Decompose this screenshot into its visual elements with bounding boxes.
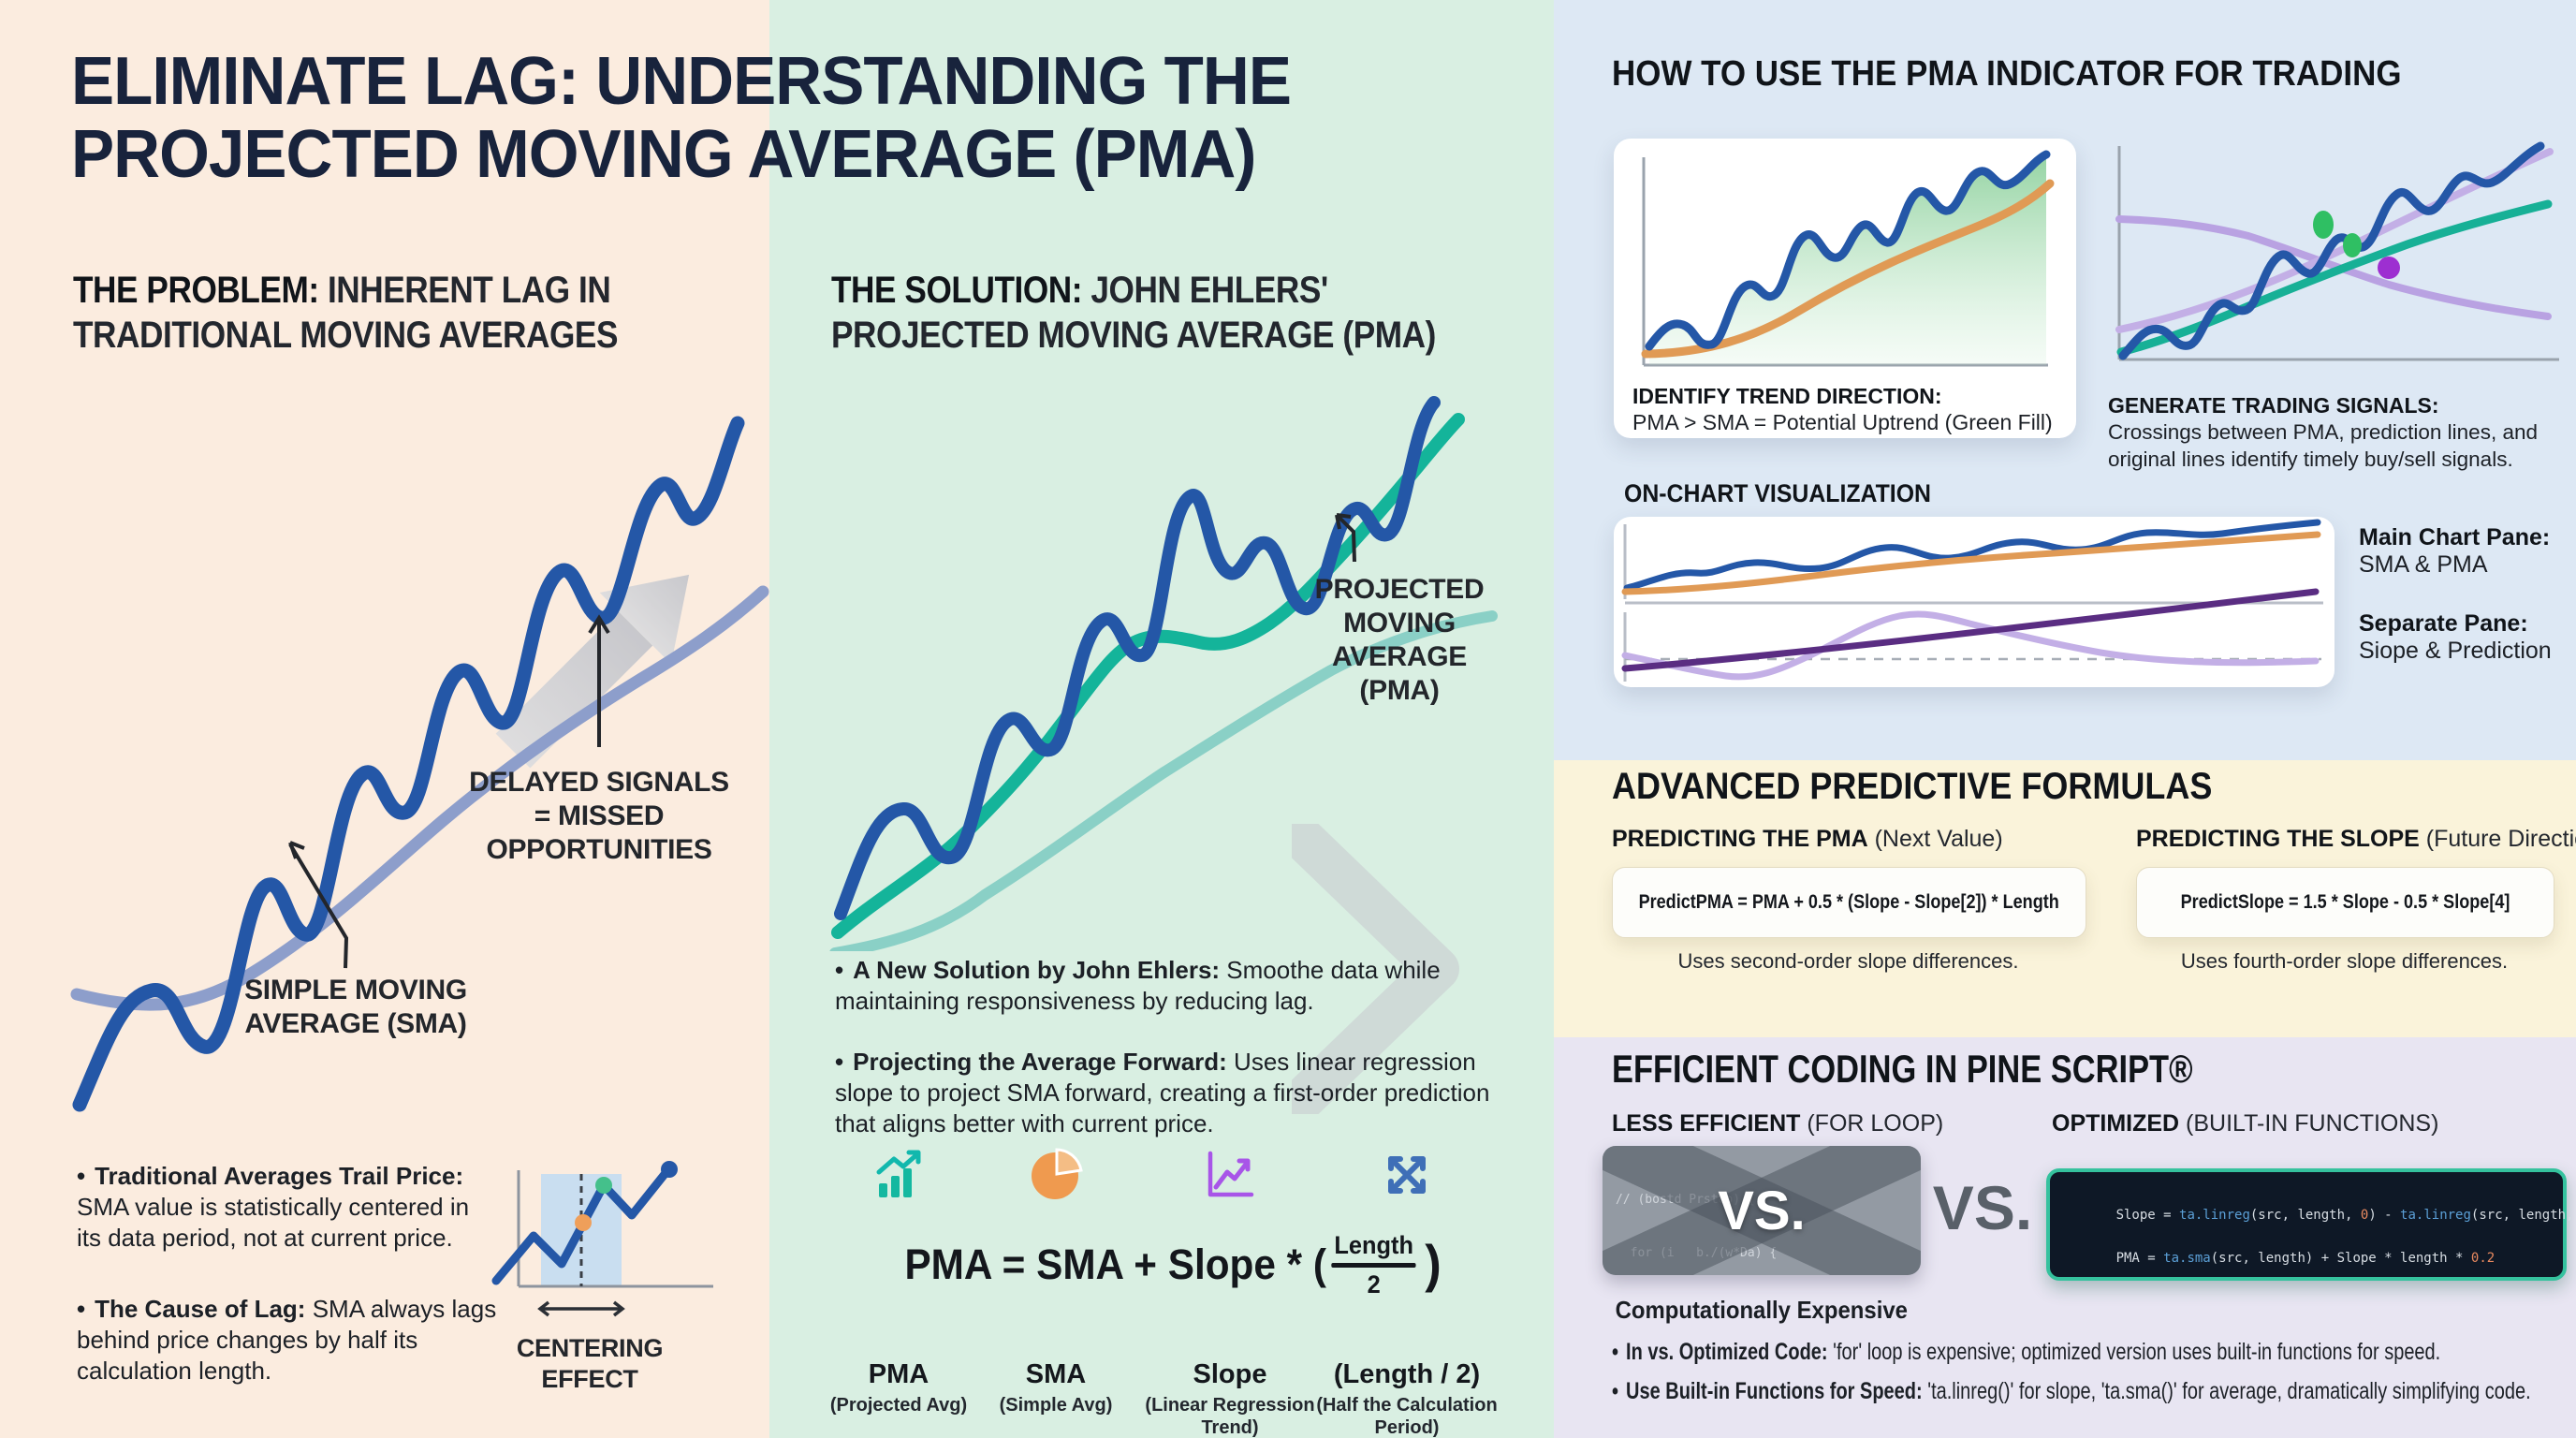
pie-chart-icon bbox=[1032, 1148, 1083, 1199]
bullet-dot: • bbox=[1612, 1378, 1619, 1404]
page-title-line2: PROJECTED MOVING AVERAGE (PMA) bbox=[71, 117, 1256, 192]
chevron-watermark bbox=[1292, 824, 1459, 1114]
sma-light-line bbox=[829, 610, 1498, 951]
centering-span-arrow bbox=[537, 1300, 625, 1317]
separate-pane-prediction bbox=[1621, 610, 2320, 681]
predict-slope-caption: Uses fourth-order slope differences. bbox=[2180, 949, 2509, 973]
pine-bullet-1: • In vs. Optimized Code: 'for' loop is ex… bbox=[1612, 1339, 2441, 1365]
sma-line bbox=[70, 585, 769, 1011]
predict-pma-caption: Uses second-order slope differences. bbox=[1677, 949, 2019, 973]
main-pane-label: Main Chart Pane: SMA & PMA bbox=[2359, 524, 2551, 578]
main-pane-sma bbox=[1621, 531, 2321, 595]
trend-direction-card: IDENTIFY TREND DIRECTION: PMA > SMA = Po… bbox=[1614, 139, 2076, 438]
onchart-panes bbox=[1621, 519, 2323, 682]
window-peak-dot bbox=[595, 1177, 612, 1194]
bullet-dot: • bbox=[77, 1295, 86, 1323]
usage-heading: HOW TO USE THE PMA INDICATOR FOR TRADING bbox=[1612, 54, 2402, 94]
onchart-card bbox=[1614, 517, 2334, 687]
term-slope: Slope (Linear Regression Trend) bbox=[1145, 1359, 1315, 1438]
pma-teal-line bbox=[2116, 199, 2553, 357]
optimized-label: OPTIMIZED (BUILT-IN FUNCTIONS) bbox=[2052, 1110, 2439, 1137]
term-sma: SMA (Simple Avg) bbox=[999, 1359, 1113, 1416]
less-efficient-label: LESS EFFICIENT (FOR LOOP) bbox=[1612, 1110, 1944, 1137]
term-pma: PMA (Projected Avg) bbox=[829, 1359, 968, 1416]
page-title: ELIMINATE LAG: UNDERSTANDING THE PROJECT… bbox=[71, 45, 1341, 191]
separate-pane-slope bbox=[1621, 588, 2320, 672]
trading-signals-caption: GENERATE TRADING SIGNALS: Crossings betw… bbox=[2108, 393, 2538, 471]
predict-slope-box: PredictSlope = 1.5 * Slope - 0.5 * Slope… bbox=[2136, 867, 2554, 938]
separate-pane-label: Separate Pane: Siope & Prediction bbox=[2359, 610, 2552, 664]
vs-overlay: VS. bbox=[1718, 1180, 1806, 1241]
centering-effect-label: CENTERING EFFECT bbox=[516, 1334, 664, 1393]
pine-heading: EFFICIENT CODING IN PINE SCRIPT® bbox=[1612, 1047, 2193, 1091]
sma-orange-line bbox=[1641, 179, 2055, 359]
predict-slope-title: PREDICTING THE SLOPE (Future Direction) bbox=[2136, 826, 2576, 852]
vs-between: VS. bbox=[1932, 1173, 2033, 1242]
line-chart-icon bbox=[1208, 1151, 1254, 1197]
lag-chart bbox=[70, 416, 769, 1112]
term-length: (Length / 2) (Half the Calculation Perio… bbox=[1316, 1359, 1498, 1438]
pma-chart bbox=[829, 396, 1498, 951]
panel-solution-bg bbox=[769, 0, 1554, 1438]
bullet-dot: • bbox=[77, 1162, 86, 1190]
optimized-code-line1: Slope = ta.linreg(src, length, 0) - ta.l… bbox=[2115, 1208, 2574, 1223]
problem-heading: THE PROBLEM: INHERENT LAG IN TRADITIONAL… bbox=[73, 270, 618, 356]
price-line bbox=[2118, 141, 2545, 360]
trading-signals-chart bbox=[2115, 141, 2559, 361]
main-pane-price bbox=[1623, 519, 2321, 592]
onchart-heading: ON-CHART VISUALIZATION bbox=[1624, 479, 1931, 507]
pma-callout-arrow bbox=[1335, 513, 1356, 563]
growth-chart-icon bbox=[876, 1150, 921, 1197]
bullet-dot: • bbox=[1612, 1339, 1619, 1365]
lag-arrow-watermark bbox=[495, 574, 690, 769]
crossed-out-x bbox=[1603, 1146, 1921, 1275]
optimized-code-card: Slope = ta.linreg(src, length, 0) - ta.l… bbox=[2046, 1168, 2573, 1281]
delayed-signals-label: DELAYED SIGNALS = MISSED OPPORTUNITIES bbox=[469, 767, 729, 865]
sma-callout-arrow bbox=[288, 841, 349, 969]
sell-signal-dot bbox=[2378, 257, 2400, 279]
uptrend-green-fill bbox=[1649, 154, 2046, 365]
solution-bullet-1: • A New Solution by John Ehlers: Smoothe … bbox=[835, 956, 1441, 1015]
length-over-2-fraction: Length 2 bbox=[1331, 1232, 1416, 1298]
prediction-line-down bbox=[2115, 215, 2552, 320]
trend-direction-caption: IDENTIFY TREND DIRECTION: PMA > SMA = Po… bbox=[1632, 384, 2053, 434]
page-title-line1: ELIMINATE LAG: UNDERSTANDING THE bbox=[71, 44, 1292, 119]
pine-bullet-2: • Use Built-in Functions for Speed: 'ta.l… bbox=[1612, 1378, 2531, 1404]
centering-effect-chart bbox=[491, 1161, 713, 1317]
pma-formula: PMA = SMA + Slope * ( Length 2 ) bbox=[904, 1230, 1442, 1299]
formulas-heading: ADVANCED PREDICTIVE FORMULAS bbox=[1612, 766, 2213, 807]
predict-pma-title: PREDICTING THE PMA (Next Value) bbox=[1612, 826, 2003, 852]
for-loop-code-card: // (bostd Prsteo) { for (i b./(w*Da) { /… bbox=[1603, 1146, 1921, 1275]
current-price-dot bbox=[661, 1161, 678, 1178]
price-line bbox=[72, 416, 745, 1112]
expand-arrows-icon bbox=[1388, 1156, 1426, 1194]
trend-direction-chart bbox=[1641, 150, 2055, 367]
problem-bullet-1: • Traditional Averages Trail Price: SMA v… bbox=[77, 1162, 470, 1252]
optimized-code-line2: PMA = ta.sma(src, length) + Slope * leng… bbox=[2115, 1251, 2496, 1266]
expensive-caption: Computationally Expensive bbox=[1615, 1296, 1909, 1324]
centered-sma-dot bbox=[575, 1214, 592, 1231]
fraction-bar bbox=[1331, 1262, 1416, 1268]
solution-heading: THE SOLUTION: JOHN EHLERS' PROJECTED MOV… bbox=[831, 270, 1436, 356]
bullet-dot: • bbox=[835, 1048, 844, 1076]
bullet-dot: • bbox=[835, 956, 844, 984]
buy-signal-dot bbox=[2313, 211, 2334, 239]
problem-bullet-2: • The Cause of Lag: SMA always lags behin… bbox=[77, 1295, 497, 1385]
buy-signal-dot bbox=[2343, 233, 2362, 257]
delayed-signals-arrow bbox=[588, 614, 610, 747]
sma-label: SIMPLE MOVING AVERAGE (SMA) bbox=[244, 975, 467, 1039]
pma-label: PROJECTED MOVING AVERAGE (PMA) bbox=[1314, 574, 1485, 706]
predict-pma-box: PredictPMA = PMA + 0.5 * (Slope - Slope[… bbox=[1612, 867, 2086, 938]
price-line bbox=[1645, 150, 2051, 351]
solution-bullet-2: • Projecting the Average Forward: Uses li… bbox=[835, 1048, 1490, 1137]
